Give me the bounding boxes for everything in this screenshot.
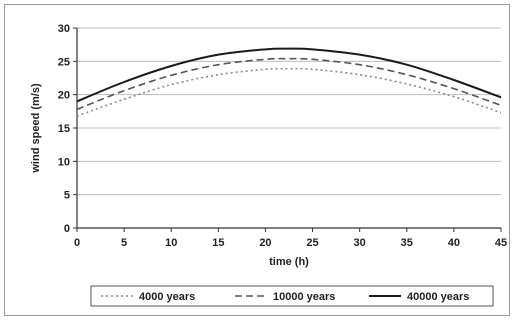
y-tick-label: 15 [58, 123, 70, 135]
series-line-3 [76, 47, 502, 103]
legend-label-2: 10000 years [273, 291, 335, 303]
y-tick-label: 25 [58, 56, 70, 68]
x-axis-title: time (h) [269, 256, 309, 268]
y-tick-label: 5 [64, 190, 70, 202]
x-tick-label: 10 [165, 237, 177, 249]
x-tick-label: 40 [448, 237, 460, 249]
y-tick-label: 0 [64, 223, 70, 235]
y-tick-label: 20 [58, 90, 70, 102]
chart-frame: 0 5 10 15 20 25 30 0 5 10 15 20 25 30 35 40 45 time (h) wi… [4, 4, 510, 316]
x-tick-label: 25 [306, 237, 318, 249]
legend-label-3: 40000 years [407, 291, 469, 303]
y-axis-title: wind speed (m/s) [30, 83, 42, 174]
line-chart: 0 5 10 15 20 25 30 0 5 10 15 20 25 30 35 40 45 time (h) wi… [30, 23, 507, 307]
y-tick-label: 10 [58, 156, 70, 168]
legend-box [90, 285, 494, 307]
x-tick-label: 35 [401, 237, 413, 249]
legend-label-1: 4000 years [139, 291, 195, 303]
series-line-1 [76, 67, 502, 117]
x-tick-label: 45 [495, 237, 507, 249]
x-tick-label: 20 [259, 237, 271, 249]
series-line-2 [76, 57, 502, 111]
x-tick-label: 0 [74, 237, 80, 249]
x-tick-label: 15 [212, 237, 224, 249]
y-tick-label: 30 [58, 23, 70, 35]
x-tick-label: 5 [121, 237, 127, 249]
x-tick-label: 30 [354, 237, 366, 249]
